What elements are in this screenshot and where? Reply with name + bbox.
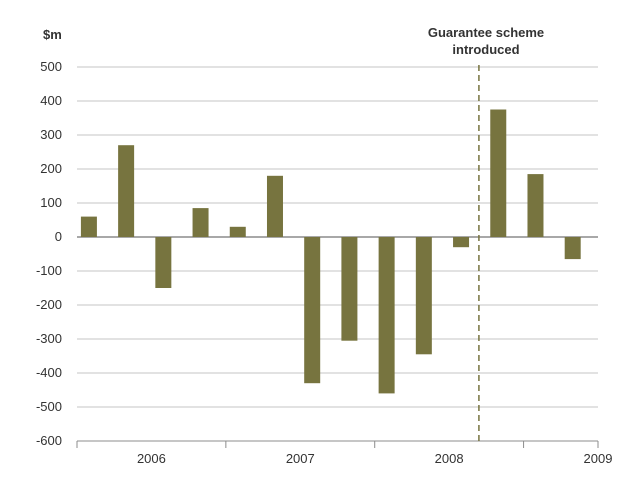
y-tick-label: 200 xyxy=(40,161,62,176)
bars xyxy=(80,109,581,394)
y-tick-label: 100 xyxy=(40,195,62,210)
bar xyxy=(80,216,97,237)
bar xyxy=(415,237,432,355)
annotation: Guarantee scheme introduced xyxy=(428,25,544,441)
y-tick-label: 300 xyxy=(40,127,62,142)
bar xyxy=(266,175,283,237)
annotation-line-1: Guarantee scheme xyxy=(428,25,544,40)
bar xyxy=(118,145,135,237)
bar xyxy=(564,237,581,260)
x-tick-label: 2009 xyxy=(584,451,613,466)
y-tick-label: 500 xyxy=(40,59,62,74)
bar xyxy=(155,237,172,288)
bar xyxy=(453,237,470,248)
y-tick-labels: 500 400 300 200 100 0 -100 -200 -300 -400 -500 -600 xyxy=(36,59,62,448)
y-tick-label: -600 xyxy=(36,433,62,448)
x-tick-label: 2008 xyxy=(435,451,464,466)
bar xyxy=(378,237,395,394)
y-tick-label: -400 xyxy=(36,365,62,380)
y-tick-label: -300 xyxy=(36,331,62,346)
bar xyxy=(527,174,544,237)
y-tick-label: -500 xyxy=(36,399,62,414)
y-tick-label: 400 xyxy=(40,93,62,108)
x-axis: 2006 2007 2008 2009 xyxy=(76,440,613,466)
bar xyxy=(192,208,209,237)
bar xyxy=(490,109,507,237)
bar xyxy=(341,237,358,341)
y-tick-label: -200 xyxy=(36,297,62,312)
annotation-line-2: introduced xyxy=(452,42,519,57)
gridlines xyxy=(77,66,598,408)
x-tick-label: 2006 xyxy=(137,451,166,466)
bar xyxy=(229,226,246,237)
y-axis-unit-label: $m xyxy=(43,27,62,42)
x-tick-label: 2007 xyxy=(286,451,315,466)
y-tick-label: 0 xyxy=(55,229,62,244)
bar xyxy=(304,237,321,384)
y-tick-label: -100 xyxy=(36,263,62,278)
